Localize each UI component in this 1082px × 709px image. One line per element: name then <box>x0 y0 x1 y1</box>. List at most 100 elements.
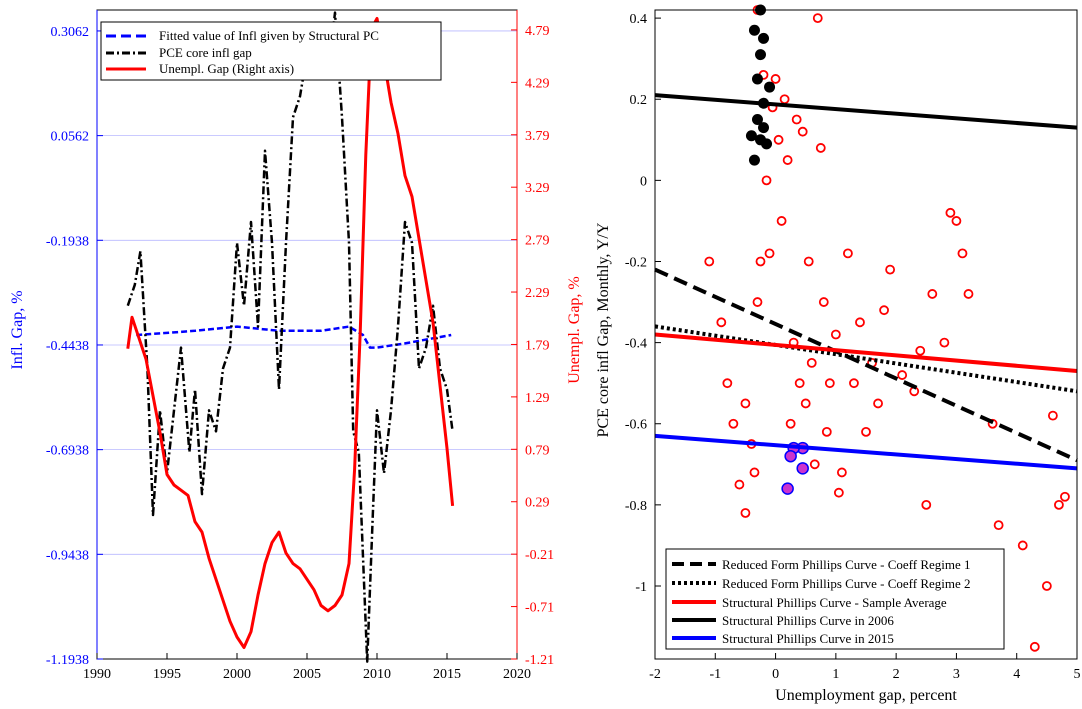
left-y-tick-label: -0.9438 <box>46 548 89 563</box>
scatter-points <box>704 4 1070 652</box>
scatter-point-red <box>770 74 781 84</box>
right-y-tick-label: 4.79 <box>525 24 550 39</box>
scatter-y-tick-label: -0.8 <box>625 499 647 514</box>
right-legend: Reduced Form Phillips Curve - Coeff Regi… <box>665 548 1005 650</box>
phillips-regime2-line <box>654 324 1078 394</box>
right-y-tick-label: 1.79 <box>525 338 550 353</box>
scatter-point-red <box>818 297 829 307</box>
scatter-point-black <box>764 81 776 93</box>
left-x-tick-label: 2015 <box>433 667 461 682</box>
right-scatter-panel: -2 -1 0 1 2 3 4 5 0.4 0.2 0 -0.2 -0.4 -0.6 -0.8 -1 Une… <box>595 4 1081 704</box>
phillips-regime1-line <box>654 267 1078 463</box>
scatter-point-black <box>748 154 760 166</box>
scatter-x-tick-label: -2 <box>649 667 661 682</box>
left-y-tick-label: -1.1938 <box>46 653 89 668</box>
fitted-infl-line <box>136 325 452 349</box>
scatter-x-tick-label: 5 <box>1074 667 1081 682</box>
scatter-x-tick-label: 2 <box>893 667 900 682</box>
scatter-point-red <box>764 248 775 259</box>
scatter-point-red <box>800 398 811 409</box>
scatter-point-red <box>963 289 974 299</box>
scatter-point-red <box>782 155 793 165</box>
scatter-point-red <box>824 378 835 389</box>
scatter-point-red <box>927 289 938 299</box>
unempl-gap-line <box>126 16 455 649</box>
scatter-point-red <box>1017 540 1028 551</box>
scatter-point-red <box>830 329 841 340</box>
legend-label-pce: PCE core infl gap <box>159 45 252 60</box>
scatter-point-black <box>755 49 766 61</box>
scatter-y-axis-label: PCE core infl Gap, Monthly, Y/Y <box>595 222 612 437</box>
scatter-point-red <box>815 143 826 153</box>
right-y-tick-label: 0.29 <box>525 496 550 511</box>
legend-label-sample-avg: Structural Phillips Curve - Sample Avera… <box>722 595 947 610</box>
left-x-tick-label: 1990 <box>83 667 111 682</box>
scatter-point-red <box>993 520 1004 531</box>
legend-label-unempl: Unempl. Gap (Right axis) <box>159 61 294 76</box>
scatter-y-ticks: 0.4 0.2 0 -0.2 -0.4 -0.6 -0.8 -1 <box>625 12 661 595</box>
scatter-point-red <box>1041 581 1052 591</box>
scatter-point-red <box>740 398 751 409</box>
scatter-point-purple <box>784 449 797 463</box>
scatter-point-red <box>752 297 763 307</box>
left-legend-box <box>100 21 442 81</box>
right-y-tick-label: 2.79 <box>525 234 550 249</box>
legend-label-2006: Structural Phillips Curve in 2006 <box>722 613 894 628</box>
scatter-point-red <box>734 479 745 490</box>
left-x-ticks: 1990 1995 2000 2005 2010 2015 2020 <box>83 653 531 682</box>
scatter-y-tick-label: -0.4 <box>625 337 647 352</box>
scatter-point-red <box>836 467 847 478</box>
left-y-tick-label: -0.6938 <box>46 444 89 459</box>
scatter-point-red <box>728 418 739 429</box>
scatter-point-red <box>761 175 772 186</box>
scatter-point-red <box>776 216 787 226</box>
scatter-point-black <box>748 24 760 36</box>
scatter-point-black <box>745 130 757 142</box>
left-y-tick-label: -0.1938 <box>46 234 89 249</box>
left-y-tick-label: 0.3062 <box>51 25 90 40</box>
right-y-tick-label: 2.29 <box>525 286 550 301</box>
left-time-series-panel: 1990 1995 2000 2005 2010 2015 2020 0.3062 0.056… <box>9 9 583 682</box>
right-y-tick-label: 3.79 <box>525 129 550 144</box>
scatter-point-purple <box>781 482 794 495</box>
scatter-point-red <box>803 256 814 267</box>
scatter-point-red <box>1047 410 1058 421</box>
scatter-point-red <box>755 256 766 267</box>
left-x-tick-label: 1995 <box>153 667 181 682</box>
left-x-tick-label: 2005 <box>293 667 321 682</box>
scatter-y-tick-label: 0.2 <box>630 93 648 108</box>
scatter-x-tick-label: -1 <box>709 667 721 682</box>
scatter-point-red <box>897 370 908 380</box>
scatter-point-red <box>773 134 784 145</box>
scatter-y-tick-label: -0.6 <box>625 418 647 433</box>
scatter-y-tick-label: 0 <box>640 174 647 189</box>
scatter-point-red <box>873 398 883 409</box>
scatter-y-tick-label: 0.4 <box>630 12 648 27</box>
scatter-point-red <box>939 337 950 348</box>
scatter-point-red <box>915 345 926 356</box>
scatter-point-red <box>1060 491 1070 502</box>
legend-label-regime2: Reduced Form Phillips Curve - Coeff Regi… <box>722 576 971 591</box>
scatter-point-red <box>843 248 853 259</box>
left-y-tick-label: -0.4438 <box>46 339 89 354</box>
legend-label-2015: Structural Phillips Curve in 2015 <box>722 631 894 646</box>
left-y-ticks: 0.3062 0.0562 -0.1938 -0.4438 -0.6938 -0.9438… <box>46 25 103 668</box>
right-y-tick-label: 0.79 <box>525 443 550 458</box>
pce-core-gap-line <box>126 11 454 663</box>
scatter-point-black <box>758 32 770 44</box>
left-series-lines <box>126 11 455 663</box>
right-y-tick-label: 3.29 <box>525 181 550 196</box>
right-y-tick-label: 1.29 <box>525 391 550 406</box>
scatter-point-red <box>951 216 962 226</box>
scatter-point-red <box>879 305 889 316</box>
right-y-tick-label: -1.21 <box>525 653 554 668</box>
scatter-x-tick-label: 1 <box>832 667 839 682</box>
right-y-tick-label: -0.21 <box>525 548 554 563</box>
scatter-point-red <box>809 459 820 470</box>
scatter-point-red <box>785 418 796 429</box>
scatter-x-tick-label: 3 <box>953 667 960 682</box>
scatter-point-red <box>833 487 844 498</box>
scatter-y-tick-label: -0.2 <box>625 255 647 270</box>
scatter-x-ticks: -2 -1 0 1 2 3 4 5 <box>649 653 1081 682</box>
